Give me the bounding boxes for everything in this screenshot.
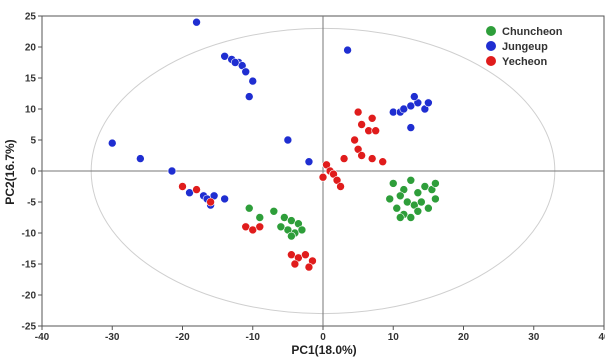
legend-marker-jungeup [486,41,496,51]
data-point-yecheon [301,250,310,259]
data-point-chuncheon [406,176,416,185]
data-point-yecheon [353,107,363,117]
x-tick-label: 30 [528,332,540,343]
x-tick-label: -40 [35,332,50,343]
data-point-jungeup [304,157,314,166]
y-tick-label: -15 [22,260,37,271]
y-tick-label: -20 [22,291,37,302]
data-point-jungeup [399,104,409,114]
x-axis-title: PC1(18.0%) [291,343,356,357]
x-tick-label: -20 [175,332,190,343]
data-point-jungeup [230,58,240,67]
data-point-chuncheon [395,191,405,201]
data-point-chuncheon [402,197,412,207]
y-tick-label: 0 [30,167,36,178]
y-tick-label: -25 [22,322,37,333]
data-point-jungeup [241,67,251,77]
data-point-jungeup [185,188,194,197]
x-tick-label: 10 [388,332,400,343]
data-point-chuncheon [287,216,296,225]
data-point-yecheon [357,120,366,129]
x-tick-label: 20 [458,332,470,343]
data-point-chuncheon [388,179,398,188]
y-tick-label: 5 [30,136,36,147]
data-point-yecheon [367,114,377,123]
y-tick-label: -10 [22,229,37,240]
data-point-yecheon [192,185,201,194]
data-point-yecheon [357,151,366,160]
x-tick-label: 0 [320,332,326,343]
data-point-yecheon [178,182,187,191]
data-point-yecheon [290,259,300,269]
data-point-chuncheon [280,213,289,222]
y-axis-title: PC2(16.7%) [3,139,17,204]
legend-marker-chuncheon [486,26,496,36]
data-point-yecheon [371,126,380,135]
data-point-chuncheon [255,213,265,222]
legend-label-yecheon: Yecheon [502,56,548,68]
data-point-jungeup [343,45,352,55]
data-point-yecheon [336,182,345,191]
data-point-jungeup [244,92,254,101]
data-point-chuncheon [424,203,433,213]
data-point-jungeup [283,135,293,145]
data-point-chuncheon [413,207,423,216]
data-point-jungeup [424,98,433,108]
y-tick-label: 15 [25,74,37,85]
data-point-chuncheon [269,207,279,216]
data-point-jungeup [220,51,229,61]
data-point-jungeup [220,194,229,204]
data-point-yecheon [367,154,377,163]
data-point-yecheon [339,154,349,163]
data-point-yecheon [350,135,359,145]
data-point-chuncheon [395,213,405,222]
data-point-chuncheon [420,182,430,191]
data-point-chuncheon [287,231,296,241]
x-tick-label: 40 [598,332,605,343]
data-point-yecheon [248,225,258,235]
data-point-jungeup [192,17,201,27]
data-point-chuncheon [406,213,416,222]
data-point-yecheon [241,222,251,232]
data-point-chuncheon [417,197,426,207]
data-point-jungeup [248,76,258,86]
data-point-chuncheon [431,179,440,188]
data-point-jungeup [136,154,145,163]
legend-label-chuncheon: Chuncheon [502,26,563,38]
x-tick-label: -30 [105,332,120,343]
data-point-jungeup [410,92,419,101]
data-point-chuncheon [297,225,307,235]
data-point-chuncheon [431,194,440,204]
data-point-yecheon [304,262,314,272]
data-point-jungeup [167,166,177,176]
data-point-yecheon [255,222,265,232]
data-point-yecheon [318,172,328,182]
data-point-chuncheon [385,194,395,204]
data-point-jungeup [406,101,416,111]
data-point-jungeup [107,138,117,148]
data-point-yecheon [287,250,296,259]
x-tick-label: -10 [246,332,261,343]
data-point-yecheon [206,197,215,207]
legend-label-jungeup: Jungeup [502,41,548,53]
y-tick-label: 20 [25,43,37,54]
data-point-jungeup [406,123,416,132]
y-tick-label: -5 [27,198,36,209]
data-point-chuncheon [392,203,402,213]
data-point-chuncheon [244,203,254,213]
y-tick-label: 10 [25,105,37,116]
data-point-chuncheon [276,222,286,232]
y-tick-label: 25 [25,12,37,23]
data-point-yecheon [378,157,388,166]
data-point-chuncheon [413,188,423,197]
legend-marker-yecheon [486,56,496,66]
